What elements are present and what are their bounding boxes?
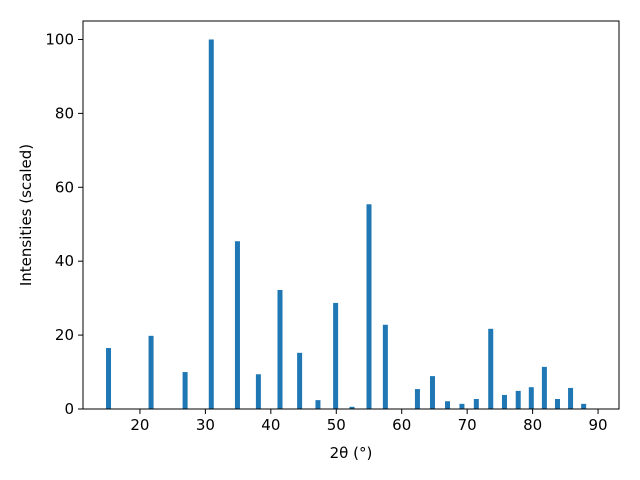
bar-24 <box>568 387 574 409</box>
bar-11 <box>366 204 372 409</box>
y-axis-label: Intensities (scaled) <box>17 144 35 286</box>
bar-7 <box>297 352 303 409</box>
x-tick-label-3: 50 <box>327 416 346 434</box>
x-axis-ticks: 20 30 40 50 60 70 80 90 <box>130 409 608 434</box>
bar-13 <box>414 389 420 409</box>
x-tick-label-1: 30 <box>196 416 215 434</box>
bar-5 <box>255 374 261 409</box>
y-tick-label-5: 100 <box>45 30 74 48</box>
bar-21 <box>528 387 534 409</box>
bar-22 <box>541 366 547 409</box>
bar-19 <box>501 394 507 409</box>
bar-14 <box>429 376 435 409</box>
bar-12 <box>382 324 388 409</box>
y-tick-label-2: 40 <box>55 252 74 270</box>
bar-25 <box>581 403 587 409</box>
x-tick-label-6: 80 <box>523 416 542 434</box>
x-tick-label-4: 60 <box>392 416 411 434</box>
x-tick-label-7: 90 <box>589 416 608 434</box>
bar-4 <box>234 241 240 409</box>
bar-16 <box>459 403 465 409</box>
x-tick-label-0: 20 <box>130 416 149 434</box>
y-tick-label-3: 60 <box>55 178 74 196</box>
y-tick-label-0: 0 <box>64 400 74 418</box>
bar-6 <box>277 290 283 409</box>
y-tick-label-4: 80 <box>55 104 74 122</box>
bar-9 <box>333 302 339 409</box>
bar-8 <box>315 400 321 409</box>
y-axis-ticks: 0 20 40 60 80 100 <box>45 30 83 418</box>
bar-3 <box>208 39 214 409</box>
bar-23 <box>554 399 560 409</box>
bar-2 <box>182 372 188 409</box>
x-tick-label-5: 70 <box>458 416 477 434</box>
bar-0 <box>106 348 112 409</box>
plot-frame <box>82 20 620 410</box>
x-tick-label-2: 40 <box>261 416 280 434</box>
bar-17 <box>473 399 479 409</box>
bar-20 <box>515 390 521 409</box>
y-tick-label-1: 20 <box>55 326 74 344</box>
x-axis-label: 2θ (°) <box>330 444 373 462</box>
bar-1 <box>148 335 154 409</box>
bar-18 <box>488 328 494 409</box>
bars-group <box>106 39 587 409</box>
bar-10 <box>349 406 355 409</box>
bar-15 <box>445 401 451 409</box>
